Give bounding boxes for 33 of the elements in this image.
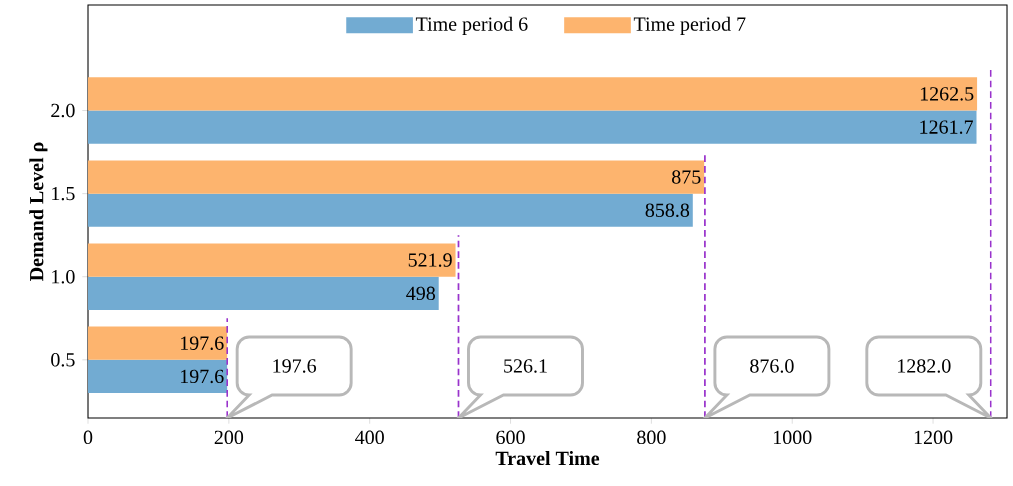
x-tick-label: 400 xyxy=(355,430,384,445)
x-axis-title: Travel Time xyxy=(495,451,600,466)
x-tick-label: 600 xyxy=(496,430,525,445)
bar xyxy=(88,77,978,111)
legend-label: Time period 6 xyxy=(415,16,528,35)
x-tick-label: 200 xyxy=(214,430,244,445)
y-tick-label: 1.0 xyxy=(52,269,75,284)
bar xyxy=(88,110,977,144)
bar xyxy=(88,276,439,310)
data-label: 197.6 xyxy=(180,336,224,350)
data-label: 197.6 xyxy=(180,369,224,384)
bar xyxy=(88,193,693,227)
data-label: 1262.5 xyxy=(920,87,974,101)
y-axis-title: Demand Level ρ xyxy=(29,142,48,281)
x-tick-label: 0 xyxy=(83,430,93,445)
data-label: 498 xyxy=(406,286,436,301)
data-label: 875 xyxy=(672,170,701,184)
ref-line-label: 197.6 xyxy=(273,359,317,373)
y-tick-label: 0.5 xyxy=(51,353,75,367)
x-tick-label: 800 xyxy=(637,430,666,445)
bar xyxy=(88,160,705,194)
ref-line-label: 526.1 xyxy=(504,359,547,373)
y-tick-label: 1.5 xyxy=(52,186,75,201)
x-tick-label: 1200 xyxy=(914,430,953,445)
bar xyxy=(88,243,456,277)
data-label: 1261.7 xyxy=(920,120,973,134)
ref-line-label: 876.0 xyxy=(750,359,794,373)
ref-line-label: 1282.0 xyxy=(898,359,951,373)
y-tick-label: 2.0 xyxy=(51,103,75,118)
data-label: 521.9 xyxy=(408,253,452,267)
data-label: 858.8 xyxy=(645,203,690,218)
x-tick-label: 1000 xyxy=(773,430,812,445)
legend-label: Time period 7 xyxy=(633,16,746,35)
